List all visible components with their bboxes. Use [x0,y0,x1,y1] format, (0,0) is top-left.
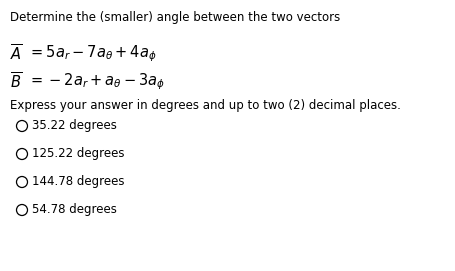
Text: $= - 2a_{r} + a_{\theta} - 3a_{\phi}$: $= - 2a_{r} + a_{\theta} - 3a_{\phi}$ [28,71,165,92]
Text: Determine the (smaller) angle between the two vectors: Determine the (smaller) angle between th… [10,11,339,24]
Text: $\overline{A}$: $\overline{A}$ [10,43,23,63]
Text: 54.78 degrees: 54.78 degrees [32,204,117,217]
Text: Express your answer in degrees and up to two (2) decimal places.: Express your answer in degrees and up to… [10,99,400,112]
Text: $\overline{B}$: $\overline{B}$ [10,71,22,91]
Text: $= 5a_{r} - 7a_{\theta} + 4a_{\phi}$: $= 5a_{r} - 7a_{\theta} + 4a_{\phi}$ [28,43,156,64]
Text: 35.22 degrees: 35.22 degrees [32,120,117,133]
Text: 125.22 degrees: 125.22 degrees [32,147,125,160]
Text: 144.78 degrees: 144.78 degrees [32,176,125,189]
